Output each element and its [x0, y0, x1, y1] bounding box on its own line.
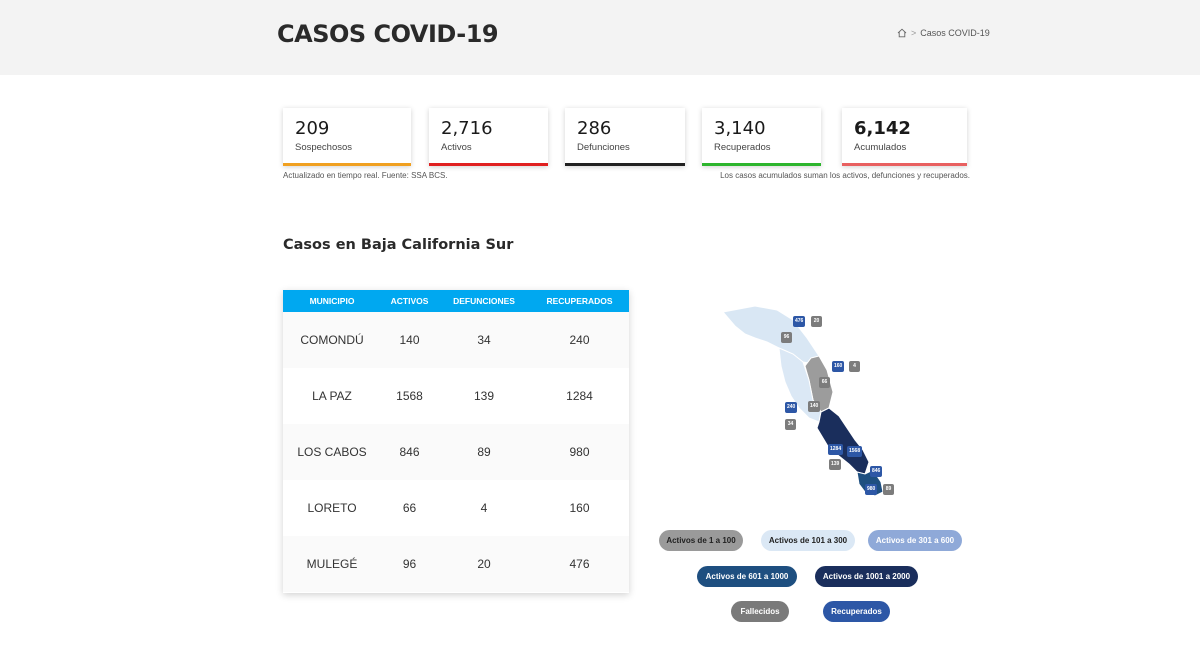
stat-bar [429, 163, 548, 166]
cell-activos: 846 [399, 445, 420, 459]
update-note: Actualizado en tiempo real. Fuente: SSA … [283, 171, 448, 180]
table-body: COMONDÚ 140 34 240 LA PAZ 1568 139 1284 … [283, 312, 629, 592]
map-badge-loreto-recuperados: 160 [832, 361, 845, 372]
map-badge-los-cabos-recuperados: 980 [865, 484, 878, 495]
page-title: CASOS COVID-19 [277, 20, 499, 48]
cell-recuperados: 240 [569, 333, 590, 347]
map-badge-la-paz-recuperados: 1284 [828, 444, 844, 455]
cell-activos: 66 [402, 501, 417, 515]
stat-card-recuperados: 3,140 Recuperados [702, 108, 821, 166]
accumulated-note: Los casos acumulados suman los activos, … [720, 171, 970, 180]
table-row: LOS CABOS 846 89 980 [283, 424, 629, 480]
breadcrumb-separator: > [911, 28, 917, 38]
map-badge-comondu-recuperados: 240 [785, 402, 798, 413]
map-badge-mulege-activos: 96 [781, 332, 792, 343]
section-title: Casos en Baja California Sur [283, 237, 514, 253]
legend-activos-101-300: Activos de 101 a 300 [761, 530, 855, 551]
map-badge-la-paz-fallecidos: 139 [829, 459, 842, 470]
map-badge-loreto-fallecidos: 4 [849, 361, 860, 372]
stat-card-activos: 2,716 Activos [429, 108, 548, 166]
cell-municipio: LOS CABOS [297, 445, 367, 459]
map-badge-mulege-recuperados: 476 [793, 316, 806, 327]
cell-recuperados: 160 [569, 501, 590, 515]
region-la-paz[interactable] [816, 407, 870, 475]
cell-defunciones: 34 [477, 333, 491, 347]
column-header: RECUPERADOS [546, 296, 613, 306]
cases-table: MUNICIPIO ACTIVOS DEFUNCIONES RECUPERADO… [283, 290, 629, 593]
stat-bar [702, 163, 821, 166]
stat-value: 286 [577, 118, 612, 139]
cell-defunciones: 139 [473, 389, 495, 403]
stat-bar [842, 163, 967, 166]
cell-defunciones: 4 [480, 501, 488, 515]
legend-activos-301-600: Activos de 301 a 600 [868, 530, 962, 551]
map-badge-comondu-fallecidos: 34 [785, 419, 796, 430]
column-header: ACTIVOS [390, 296, 429, 306]
cell-defunciones: 89 [477, 445, 491, 459]
cell-municipio: COMONDÚ [300, 333, 364, 347]
stat-value: 2,716 [441, 118, 493, 139]
table-row: MULEGÉ 96 20 476 [283, 536, 629, 592]
legend-activos-1-100: Activos de 1 a 100 [659, 530, 743, 551]
cell-municipio: LA PAZ [312, 389, 352, 403]
cell-recuperados: 476 [569, 557, 590, 571]
stat-label: Sospechosos [295, 142, 353, 153]
stat-card-acumulados: 6,142 Acumulados [842, 108, 967, 166]
cell-municipio: MULEGÉ [306, 557, 358, 571]
stat-card-sospechosos: 209 Sospechosos [283, 108, 411, 166]
legend-activos-1001-2000: Activos de 1001 a 2000 [815, 566, 918, 587]
map-badge-loreto-activos: 66 [819, 377, 830, 388]
page-header: CASOS COVID-19 > Casos COVID-19 [0, 0, 1200, 75]
region-mulege[interactable] [722, 305, 820, 365]
cell-defunciones: 20 [477, 557, 491, 571]
stat-value: 6,142 [854, 118, 911, 139]
baja-california-sur-map: 476 20 96 160 4 66 240 140 34 1284 1568 … [715, 300, 905, 500]
cell-activos: 140 [399, 333, 420, 347]
legend-activos-601-1000: Activos de 601 a 1000 [697, 566, 797, 587]
stat-value: 209 [295, 118, 330, 139]
stat-label: Activos [441, 142, 472, 153]
map-badge-los-cabos-fallecidos: 89 [883, 484, 894, 495]
stat-bar [565, 163, 685, 166]
stat-bar [283, 163, 411, 166]
cell-recuperados: 1284 [566, 389, 593, 403]
table-row: COMONDÚ 140 34 240 [283, 312, 629, 368]
cell-recuperados: 980 [569, 445, 590, 459]
cell-activos: 96 [402, 557, 417, 571]
cell-municipio: LORETO [307, 501, 357, 515]
stat-value: 3,140 [714, 118, 766, 139]
stat-label: Recuperados [714, 142, 771, 153]
column-header: DEFUNCIONES [453, 296, 515, 306]
map-badge-la-paz-activos: 1568 [847, 446, 863, 457]
table-row: LORETO 66 4 160 [283, 480, 629, 536]
stat-card-defunciones: 286 Defunciones [565, 108, 685, 166]
home-icon[interactable] [897, 28, 907, 38]
map-badge-comondu-activos: 140 [808, 401, 821, 412]
legend-recuperados: Recuperados [823, 601, 890, 622]
map-badge-los-cabos-activos: 846 [870, 466, 883, 477]
breadcrumb-current: Casos COVID-19 [920, 28, 990, 38]
stat-label: Acumulados [854, 142, 907, 153]
legend-fallecidos: Fallecidos [731, 601, 789, 622]
cell-activos: 1568 [396, 389, 423, 403]
column-header: MUNICIPIO [309, 296, 355, 306]
table-row: LA PAZ 1568 139 1284 [283, 368, 629, 424]
breadcrumb: > Casos COVID-19 [897, 28, 990, 38]
stat-label: Defunciones [577, 142, 630, 153]
table-header: MUNICIPIO ACTIVOS DEFUNCIONES RECUPERADO… [283, 290, 629, 312]
map-badge-mulege-fallecidos: 20 [811, 316, 822, 327]
